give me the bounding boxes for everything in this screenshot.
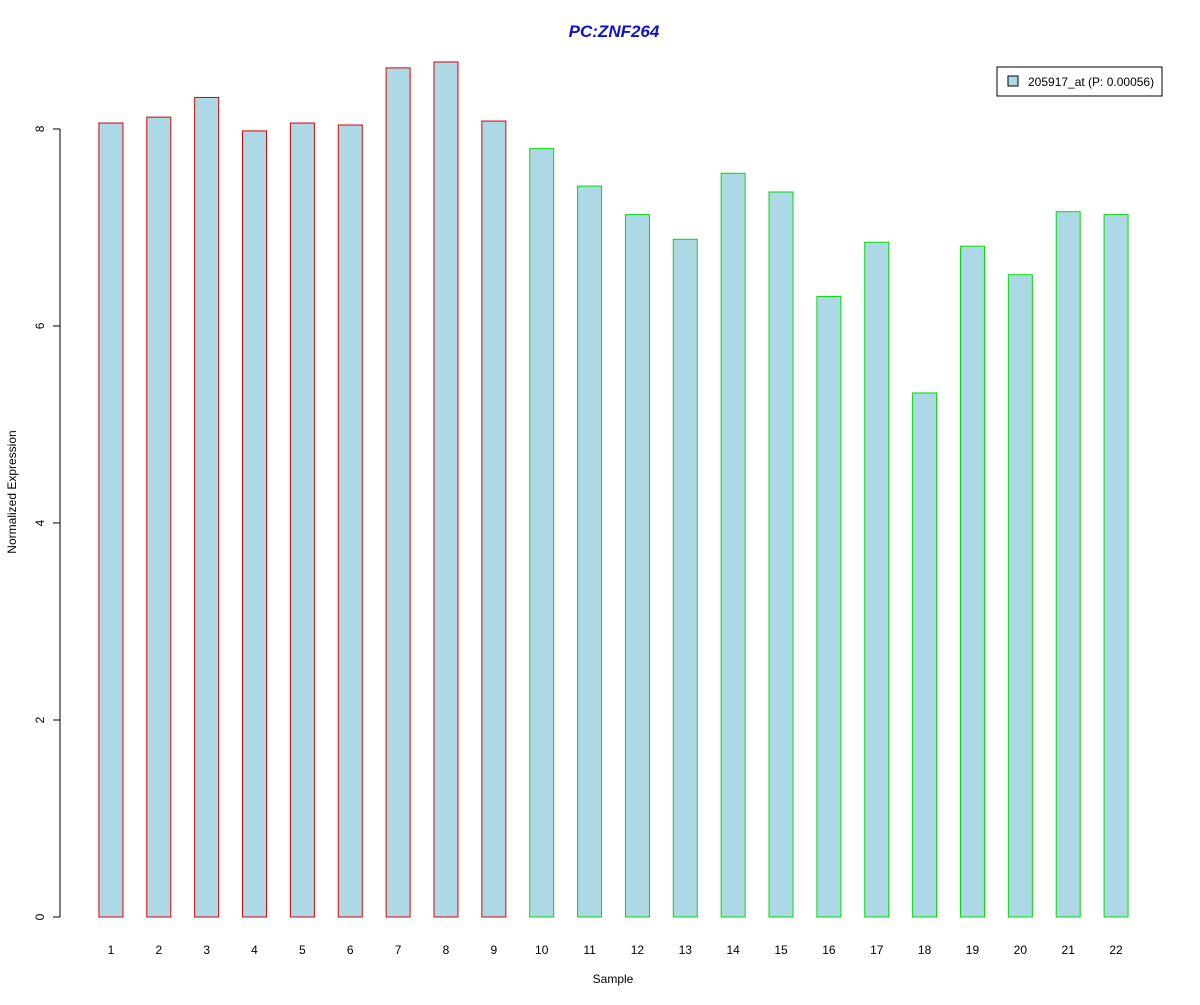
bar-sample-17 — [864, 241, 890, 918]
bar-sample-4 — [242, 130, 268, 918]
bar-sample-8 — [433, 61, 459, 918]
x-tick-label: 16 — [822, 943, 836, 957]
bar-sample-9 — [481, 120, 507, 918]
x-tick-label: 18 — [918, 943, 932, 957]
legend: 205917_at (P: 0.00056) — [996, 66, 1163, 97]
x-tick-label: 13 — [679, 943, 693, 957]
y-tick-label: 0 — [33, 913, 47, 920]
x-tick-label: 19 — [966, 943, 980, 957]
legend-box — [996, 66, 1163, 97]
y-tick-label: 2 — [33, 716, 47, 723]
x-tick-label: 3 — [203, 943, 210, 957]
bar-sample-10 — [529, 148, 555, 918]
bar-sample-13 — [672, 238, 698, 918]
bar-sample-14 — [720, 172, 746, 918]
bar-sample-2 — [146, 116, 172, 918]
bar-sample-18 — [912, 392, 938, 918]
x-tick-label: 21 — [1062, 943, 1076, 957]
bars-group — [98, 61, 1129, 918]
x-tick-label: 12 — [631, 943, 645, 957]
bar-sample-21 — [1055, 211, 1081, 918]
bar-sample-16 — [816, 295, 842, 918]
y-tick-label: 6 — [33, 322, 47, 329]
y-axis: 0 2 4 6 8 — [33, 125, 61, 920]
x-tick-label: 15 — [774, 943, 788, 957]
legend-label: 205917_at (P: 0.00056) — [1028, 75, 1154, 89]
x-tick-labels: 1 2 3 4 5 6 7 8 9 10 11 12 13 14 15 16 17 18 19 20 21 22 — [108, 943, 1123, 957]
bar-sample-7 — [385, 67, 411, 918]
x-tick-label: 6 — [347, 943, 354, 957]
x-tick-label: 14 — [726, 943, 740, 957]
bar-sample-5 — [289, 122, 315, 918]
x-tick-label: 11 — [583, 943, 596, 957]
y-tick-label: 4 — [33, 519, 47, 526]
bar-sample-11 — [577, 185, 603, 918]
bar-sample-22 — [1103, 214, 1129, 918]
x-tick-label: 17 — [870, 943, 884, 957]
x-tick-label: 1 — [108, 943, 115, 957]
legend-swatch — [1007, 75, 1019, 87]
bar-sample-15 — [768, 191, 794, 918]
bar-sample-3 — [194, 96, 220, 918]
y-tick-label: 8 — [33, 125, 47, 132]
x-tick-label: 8 — [443, 943, 450, 957]
y-axis-label: Normalized Expression — [5, 430, 19, 553]
x-tick-label: 7 — [395, 943, 402, 957]
x-tick-label: 5 — [299, 943, 306, 957]
x-tick-label: 4 — [251, 943, 258, 957]
bar-sample-12 — [624, 214, 650, 918]
x-axis-label: Sample — [593, 972, 634, 986]
bar-sample-19 — [959, 245, 985, 918]
chart-title: PC:ZNF264 — [569, 22, 660, 41]
bar-sample-6 — [337, 124, 363, 918]
bar-sample-1 — [98, 122, 124, 918]
x-tick-label: 9 — [490, 943, 497, 957]
x-tick-label: 10 — [535, 943, 549, 957]
x-tick-label: 22 — [1109, 943, 1123, 957]
x-tick-label: 2 — [155, 943, 162, 957]
x-tick-label: 20 — [1014, 943, 1028, 957]
bar-sample-20 — [1007, 274, 1033, 918]
